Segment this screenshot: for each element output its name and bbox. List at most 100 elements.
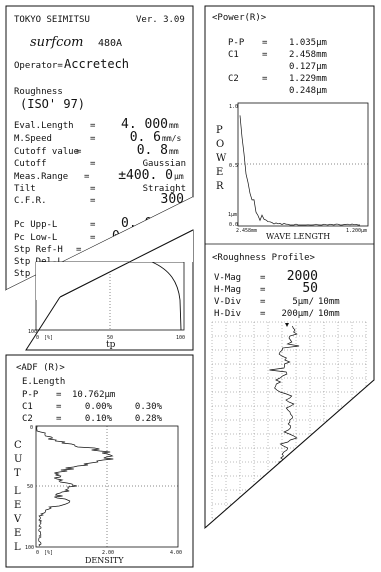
svg-text:[%]: [%]: [44, 335, 53, 341]
svg-text:5μm/: 5μm/: [292, 297, 314, 307]
svg-text:C1: C1: [22, 402, 33, 412]
power-row: C1 = 2.458mm: [228, 50, 327, 60]
svg-text:1.035μm: 1.035μm: [289, 38, 327, 48]
profile-row: H-Mag = 50: [214, 281, 318, 296]
svg-text:0: 0: [36, 550, 39, 556]
svg-text:Eval.Length: Eval.Length: [14, 121, 74, 131]
svg-text:0: 0: [36, 335, 39, 341]
svg-text:[%]: [%]: [44, 550, 53, 556]
svg-text:=: =: [260, 285, 266, 295]
adf-pp-value: 10.762μm: [72, 390, 115, 400]
svg-text:50: 50: [302, 281, 318, 296]
tp-curve-panel: 100 0 [%] 50 100 tp: [25, 229, 194, 351]
svg-text:0.248μm: 0.248μm: [289, 86, 327, 96]
svg-text:4. 000: 4. 000: [121, 117, 168, 132]
svg-text:0.127μm: 0.127μm: [289, 62, 327, 72]
svg-text:E: E: [14, 500, 21, 511]
param-row: Cutoff value = 0. 8 mm: [14, 143, 179, 158]
roughness-label: Roughness: [14, 87, 63, 97]
svg-text:=: =: [90, 220, 96, 230]
svg-text:50: 50: [107, 335, 113, 341]
svg-text:0.00%: 0.00%: [85, 402, 113, 412]
model-number: 480A: [98, 38, 122, 49]
adf-ylabel: C U T L E V E L: [13, 440, 22, 553]
svg-text:mm/s: mm/s: [162, 134, 181, 143]
svg-text:10mm: 10mm: [318, 297, 340, 307]
svg-text:100: 100: [28, 329, 37, 335]
svg-text:=: =: [84, 172, 90, 182]
svg-text:0. 8: 0. 8: [137, 143, 168, 158]
svg-text:50: 50: [27, 484, 33, 490]
svg-text:=: =: [90, 233, 96, 243]
power-plot-frame: [237, 102, 369, 227]
svg-text:=: =: [260, 297, 266, 307]
svg-text:2.458mm: 2.458mm: [236, 228, 257, 234]
svg-text:C: C: [14, 440, 22, 451]
svg-text:U: U: [14, 454, 22, 465]
svg-text:H-Mag: H-Mag: [214, 285, 241, 295]
profile-row: H-Div = 200μm/ 10mm: [214, 309, 340, 319]
header-version: Ver. 3.09: [136, 15, 185, 25]
svg-text:=: =: [90, 184, 96, 194]
svg-text:W: W: [216, 153, 227, 164]
svg-text:0.0: 0.0: [229, 222, 238, 228]
svg-text:C1: C1: [228, 50, 239, 60]
adf-title: <ADF (R)>: [16, 363, 65, 373]
power-spectrum-curve: [239, 115, 360, 226]
svg-text:±400. 0: ±400. 0: [118, 168, 173, 183]
param-row: M.Speed = 0. 6 mm/s: [14, 130, 181, 145]
standard-label: (ISO' 97): [20, 97, 85, 111]
svg-text:P-P: P-P: [22, 390, 39, 400]
svg-text:Cutoff: Cutoff: [14, 159, 47, 169]
adf-panel: <ADF (R)> E.Length P-P = 10.762μm C1 = 0…: [5, 354, 194, 568]
svg-text:M.Speed: M.Speed: [14, 134, 52, 144]
svg-text:T: T: [14, 468, 21, 479]
svg-text:=: =: [260, 273, 266, 283]
svg-text:=: =: [262, 50, 268, 60]
svg-text:10mm: 10mm: [318, 309, 340, 319]
header-left: TOKYO SEIMITSU: [14, 15, 90, 25]
power-ylabel: P O W E R: [216, 125, 227, 192]
power-row: C2 = 1.229mm: [228, 74, 327, 84]
svg-text:R: R: [216, 181, 224, 192]
svg-text:Meas.Range: Meas.Range: [14, 172, 68, 182]
pc-low-label: Pc Low-L: [14, 233, 57, 243]
operator-value: Accretech: [64, 57, 129, 71]
adf-density-curve: [36, 426, 114, 547]
param-row: Cutoff = Gaussian: [14, 159, 186, 169]
svg-text:0.30%: 0.30%: [135, 402, 163, 412]
svg-text:0.28%: 0.28%: [135, 414, 163, 424]
svg-text:1.0: 1.0: [229, 104, 238, 110]
svg-text:V-Div: V-Div: [214, 297, 241, 307]
svg-text:mm: mm: [169, 147, 179, 156]
svg-text:200μm/: 200μm/: [281, 309, 314, 319]
operator-label: Operator=: [14, 61, 63, 71]
tp-xlabel: tp: [106, 340, 116, 350]
stp-ref-label: Stp Ref-H: [14, 245, 63, 255]
svg-text:4.00: 4.00: [170, 550, 182, 556]
svg-text:V-Mag: V-Mag: [214, 273, 241, 283]
svg-text:C.F.R.: C.F.R.: [14, 196, 47, 206]
svg-text:C2: C2: [228, 74, 239, 84]
svg-text:=: =: [56, 402, 62, 412]
tp-curve: [151, 261, 182, 331]
svg-text:C2: C2: [22, 414, 33, 424]
power-title: <Power(R)>: [212, 13, 267, 23]
svg-text:P-P: P-P: [228, 38, 245, 48]
param-row: Eval.Length = 4. 000 mm: [14, 117, 179, 132]
svg-text:Straight: Straight: [143, 184, 186, 194]
svg-text:2000: 2000: [287, 269, 318, 284]
svg-text:0.10%: 0.10%: [85, 414, 113, 424]
power-row: 0.248μm: [289, 86, 327, 96]
svg-text:0. 6: 0. 6: [130, 130, 161, 145]
adf-subtitle: E.Length: [22, 377, 65, 387]
svg-text:=: =: [90, 134, 96, 144]
svg-text:Gaussian: Gaussian: [143, 159, 186, 169]
svg-text:H-Div: H-Div: [214, 309, 241, 319]
svg-text:=: =: [76, 147, 82, 157]
svg-text:Tilt: Tilt: [14, 184, 36, 194]
svg-text:100: 100: [25, 545, 34, 551]
svg-text:E: E: [216, 167, 223, 178]
svg-text:0.5: 0.5: [229, 163, 238, 169]
